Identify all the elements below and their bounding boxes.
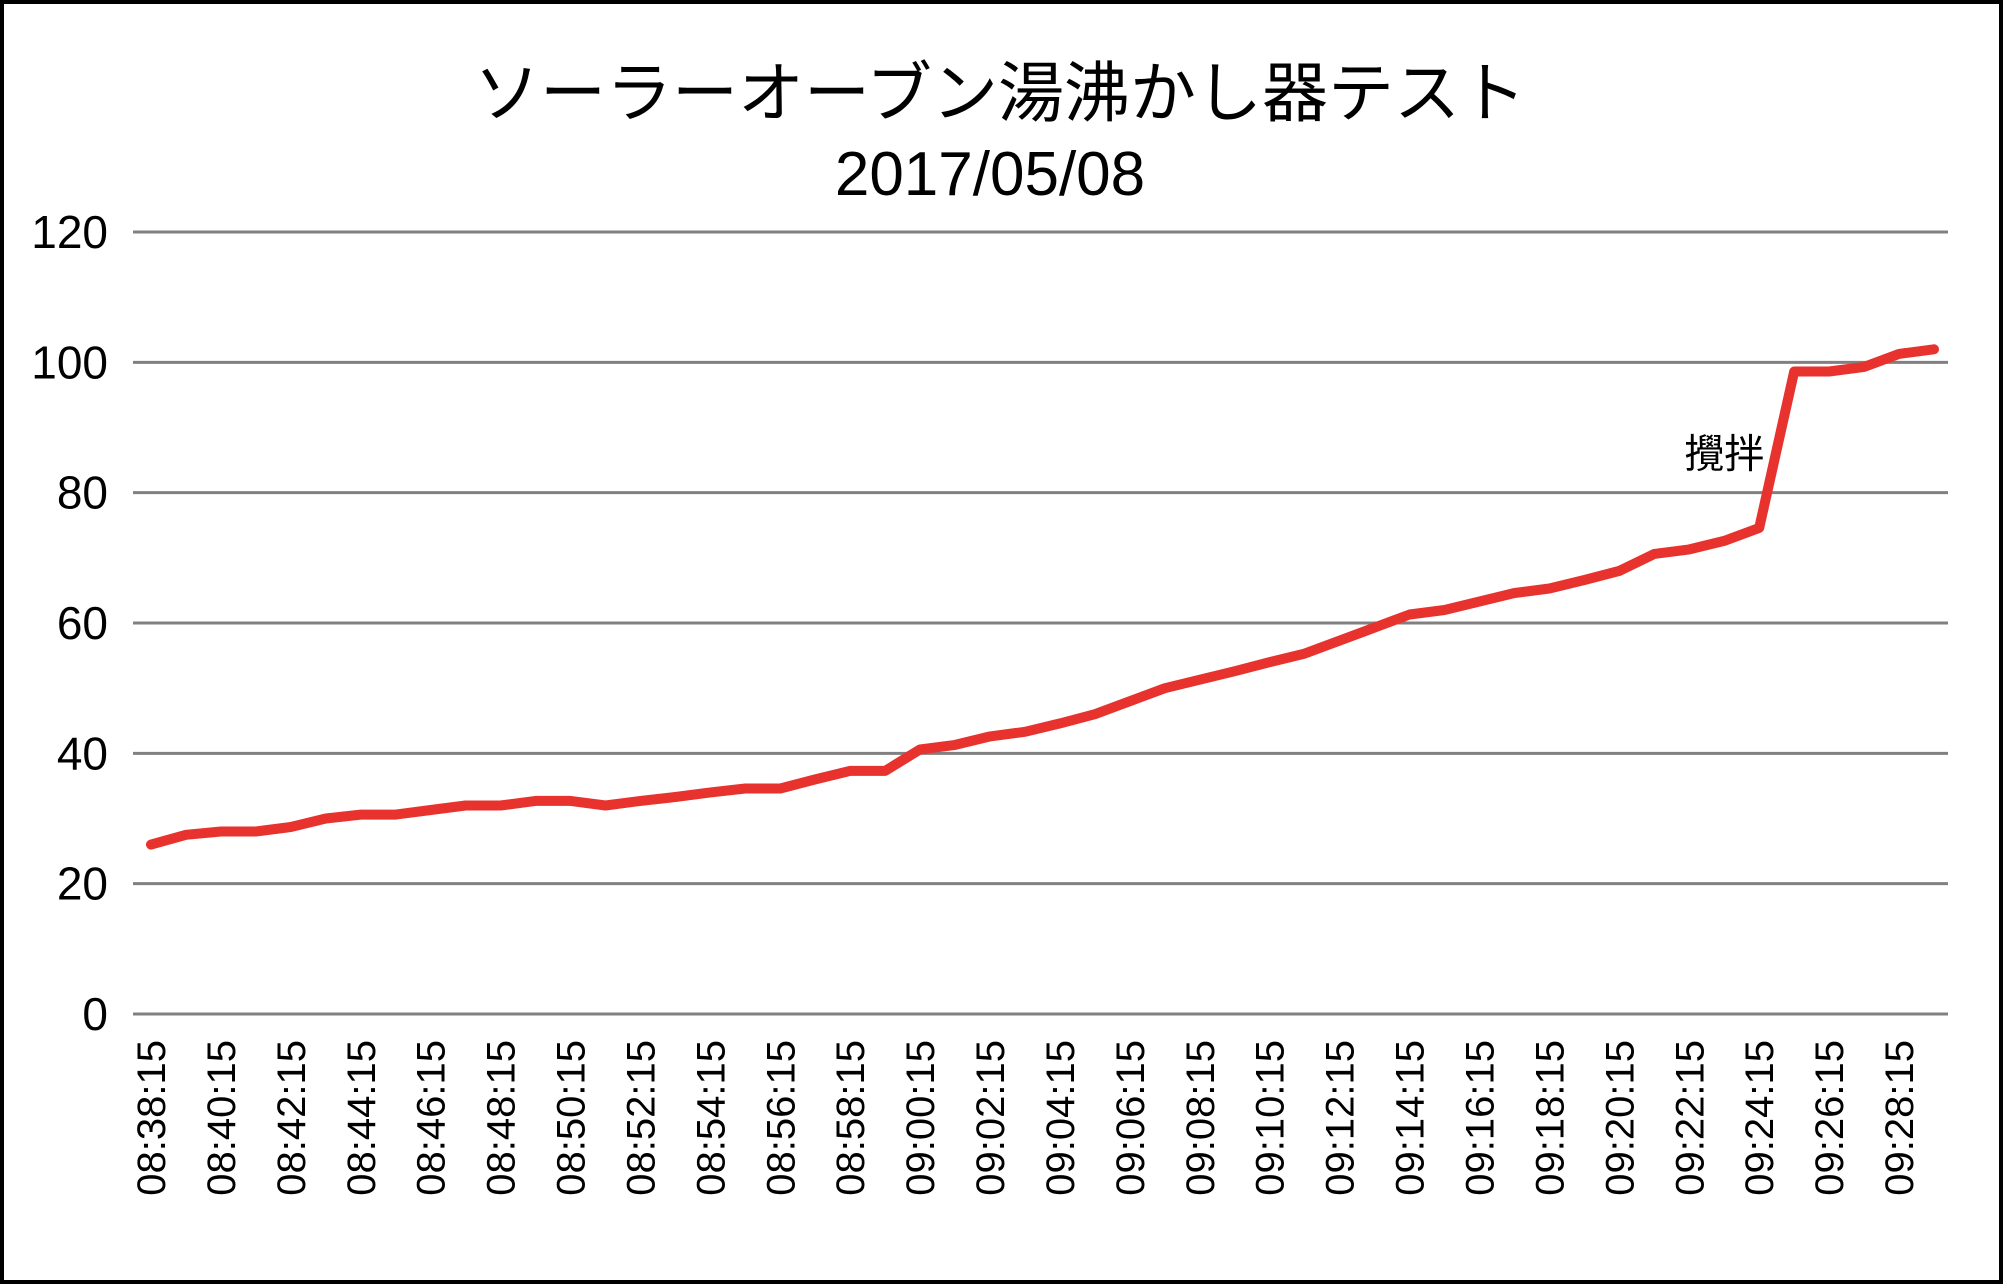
series-line bbox=[146, 344, 1939, 850]
y-tick-label: 80 bbox=[57, 467, 108, 519]
data-point bbox=[954, 744, 956, 746]
x-tick-label: 09:00:15 bbox=[899, 1040, 943, 1196]
data-point bbox=[919, 748, 921, 750]
x-tick-label: 08:58:15 bbox=[829, 1040, 873, 1196]
x-tick-label: 08:48:15 bbox=[480, 1040, 524, 1196]
series-layer bbox=[146, 344, 1939, 850]
data-point bbox=[1793, 370, 1795, 372]
data-point bbox=[1409, 614, 1411, 616]
y-tick-label: 60 bbox=[57, 597, 108, 649]
data-point bbox=[1653, 553, 1655, 555]
x-tick-label: 09:02:15 bbox=[969, 1040, 1013, 1196]
data-point bbox=[465, 804, 467, 806]
data-point bbox=[1269, 661, 1271, 663]
data-point bbox=[1863, 366, 1865, 368]
y-tick-label: 120 bbox=[31, 206, 108, 258]
data-point bbox=[1513, 592, 1515, 594]
y-tick-label: 40 bbox=[57, 727, 108, 779]
data-point bbox=[849, 770, 851, 772]
data-point bbox=[1618, 570, 1620, 572]
y-tick-label: 20 bbox=[57, 858, 108, 910]
y-tick-label: 100 bbox=[31, 336, 108, 388]
data-point bbox=[220, 831, 222, 833]
x-tick-label: 09:12:15 bbox=[1319, 1040, 1363, 1196]
data-point bbox=[639, 800, 641, 802]
x-tick-label: 08:52:15 bbox=[619, 1040, 663, 1196]
data-point bbox=[1129, 700, 1131, 702]
x-tick-label: 08:40:15 bbox=[200, 1040, 244, 1196]
x-tick-label: 09:16:15 bbox=[1459, 1040, 1503, 1196]
x-tick-label: 08:38:15 bbox=[130, 1040, 174, 1196]
x-tick-label: 08:50:15 bbox=[550, 1040, 594, 1196]
data-point bbox=[884, 770, 886, 772]
data-point bbox=[744, 788, 746, 790]
data-point bbox=[1339, 640, 1341, 642]
data-point bbox=[1933, 348, 1935, 350]
data-point bbox=[1828, 370, 1830, 372]
x-tick-label: 09:22:15 bbox=[1668, 1040, 1712, 1196]
data-point bbox=[1164, 687, 1166, 689]
data-point bbox=[709, 791, 711, 793]
data-point bbox=[535, 800, 537, 802]
data-point bbox=[1024, 731, 1026, 733]
data-point bbox=[1059, 722, 1061, 724]
data-point bbox=[290, 826, 292, 828]
data-point bbox=[604, 804, 606, 806]
x-tick-label: 09:28:15 bbox=[1878, 1040, 1922, 1196]
data-point bbox=[325, 818, 327, 819]
data-point bbox=[814, 778, 816, 780]
data-point bbox=[360, 814, 362, 816]
data-point bbox=[1304, 653, 1306, 655]
x-tick-label: 08:54:15 bbox=[689, 1040, 733, 1196]
x-tick-label: 08:42:15 bbox=[270, 1040, 314, 1196]
data-point bbox=[1898, 353, 1900, 355]
x-tick-label: 09:10:15 bbox=[1249, 1040, 1293, 1196]
data-point bbox=[1444, 609, 1446, 611]
annotation-label: 攪拌 bbox=[1684, 432, 1764, 478]
data-point bbox=[1583, 579, 1585, 581]
x-tick-label: 09:06:15 bbox=[1109, 1040, 1153, 1196]
x-axis-ticks: 08:38:15 08:40:15 08:42:15 08:44:15 08:46:15… bbox=[130, 1040, 1922, 1196]
x-tick-label: 09:18:15 bbox=[1528, 1040, 1572, 1196]
data-point bbox=[1723, 540, 1725, 542]
data-point bbox=[1479, 600, 1481, 602]
data-point bbox=[1199, 679, 1201, 681]
data-point bbox=[185, 834, 187, 836]
data-point bbox=[1234, 670, 1236, 672]
x-tick-label: 09:26:15 bbox=[1808, 1040, 1852, 1196]
data-point bbox=[430, 809, 432, 811]
x-tick-label: 09:04:15 bbox=[1039, 1040, 1083, 1196]
data-point bbox=[500, 804, 502, 806]
data-point bbox=[1688, 548, 1690, 550]
x-tick-label: 09:24:15 bbox=[1738, 1040, 1782, 1196]
x-tick-label: 09:08:15 bbox=[1179, 1040, 1223, 1196]
data-point bbox=[395, 814, 397, 816]
x-tick-label: 08:44:15 bbox=[340, 1040, 384, 1196]
x-tick-label: 08:56:15 bbox=[759, 1040, 803, 1196]
data-point bbox=[1548, 587, 1550, 589]
chart-subtitle: 2017/05/08 bbox=[835, 140, 1145, 209]
x-tick-label: 09:20:15 bbox=[1598, 1040, 1642, 1196]
data-point bbox=[1374, 627, 1376, 629]
data-point bbox=[989, 735, 991, 737]
data-point bbox=[255, 831, 257, 833]
annotations: 攪拌 bbox=[1684, 432, 1764, 478]
data-point bbox=[150, 844, 152, 846]
y-tick-label: 0 bbox=[82, 988, 108, 1040]
chart-title: ソーラーオーブン湯沸かし器テスト bbox=[474, 55, 1526, 132]
data-point bbox=[1758, 527, 1760, 529]
data-point bbox=[1094, 713, 1096, 715]
x-tick-label: 09:14:15 bbox=[1389, 1040, 1433, 1196]
data-point bbox=[674, 796, 676, 798]
gridlines bbox=[133, 230, 1948, 1016]
data-point bbox=[779, 788, 781, 790]
x-tick-label: 08:46:15 bbox=[410, 1040, 454, 1196]
y-axis-ticks: 0 20 40 60 80 100 120 bbox=[31, 206, 108, 1040]
data-point bbox=[570, 800, 572, 802]
